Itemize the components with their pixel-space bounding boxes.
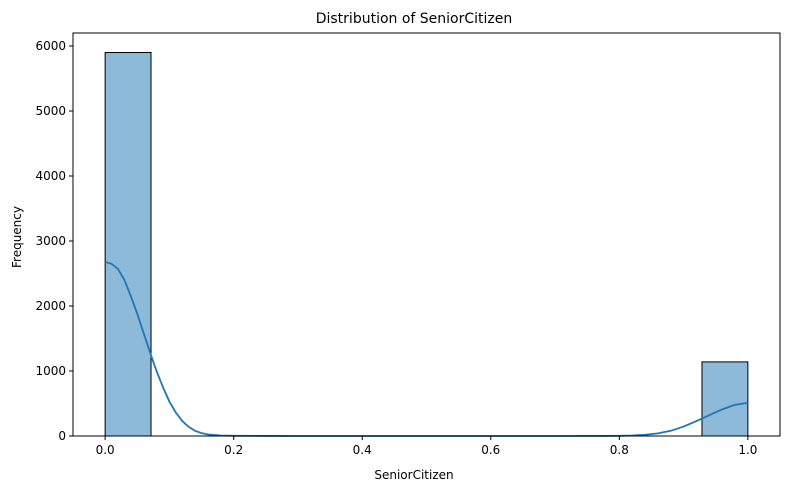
x-tick-label: 0.4 — [353, 443, 372, 457]
y-tick-label: 4000 — [35, 169, 66, 183]
x-tick-label: 0.2 — [224, 443, 243, 457]
y-axis-ticks: 0 1000 2000 3000 4000 5000 6000 — [35, 39, 73, 443]
y-tick-label: 2000 — [35, 299, 66, 313]
histogram-bar-1 — [701, 361, 749, 437]
y-tick-label: 3000 — [35, 234, 66, 248]
y-tick-label: 6000 — [35, 39, 66, 53]
y-tick-label: 5000 — [35, 104, 66, 118]
chart-title: Distribution of SeniorCitizen — [316, 11, 513, 27]
y-tick-label: 1000 — [35, 364, 66, 378]
x-axis-ticks: 0.0 0.2 0.4 0.6 0.8 1.0 — [96, 436, 757, 457]
x-tick-label: 1.0 — [738, 443, 757, 457]
histogram-bar-0 — [104, 52, 152, 437]
x-axis-label: SeniorCitizen — [374, 468, 453, 482]
y-axis-label: Frequency — [10, 206, 24, 268]
plot-frame — [72, 32, 781, 437]
x-tick-label: 0.0 — [96, 443, 115, 457]
x-tick-label: 0.6 — [481, 443, 500, 457]
kde-curve-group — [104, 260, 748, 437]
kde-curve — [104, 260, 748, 437]
histogram-bars — [104, 52, 749, 437]
axes-frame — [72, 32, 781, 437]
y-tick-label: 0 — [58, 429, 66, 443]
x-tick-label: 0.8 — [610, 443, 629, 457]
